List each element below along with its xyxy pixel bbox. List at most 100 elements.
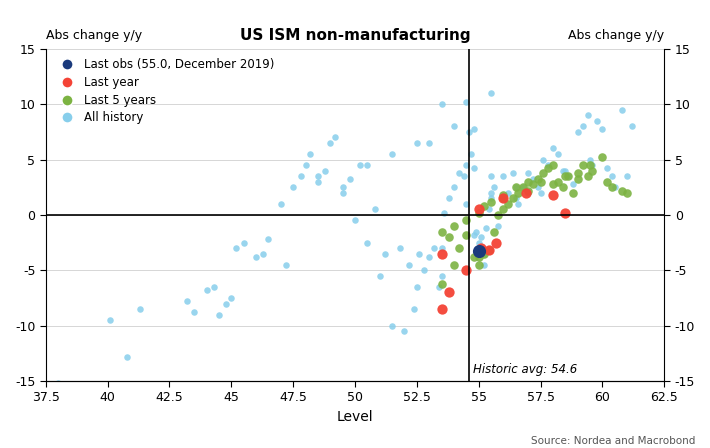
Point [104,317,116,324]
Point [414,250,425,257]
Point [471,228,482,235]
Point [181,298,192,305]
Point [547,191,559,198]
Point [448,261,459,268]
Point [424,254,435,261]
Point [419,267,430,274]
Point [528,181,539,188]
Point [374,272,386,280]
Point [498,206,509,213]
Point [478,261,489,268]
Point [535,189,546,196]
Point [532,176,544,183]
Point [510,184,521,191]
Point [557,167,569,174]
Point [448,184,459,191]
Point [577,123,589,130]
Point [581,112,593,119]
Point [461,231,472,238]
Text: Abs change y/y: Abs change y/y [45,29,142,42]
Point [537,169,549,177]
Point [231,245,242,252]
Point [498,191,509,198]
Point [483,247,494,254]
Point [280,261,291,268]
Point [621,189,633,196]
Point [436,228,447,235]
Point [486,195,497,202]
Point [443,289,454,296]
Point [305,151,316,158]
Point [337,189,349,196]
Point [493,211,504,219]
Point [424,139,435,146]
Point [486,189,497,196]
Point [379,250,391,257]
Point [491,239,502,246]
Point [433,283,444,290]
Point [572,176,584,183]
Point [498,172,509,180]
Point [208,283,219,290]
Point [134,306,146,313]
Point [324,139,336,146]
Point [453,245,464,252]
Point [409,306,420,313]
Point [591,117,603,125]
Point [478,202,489,210]
Point [586,167,598,174]
Point [510,184,521,191]
Point [201,287,212,294]
Point [498,195,509,202]
Point [523,187,534,194]
Point [458,172,469,180]
Point [481,224,492,232]
Point [399,327,410,335]
Point [559,209,571,216]
Point [621,172,633,180]
Title: US ISM non-manufacturing: US ISM non-manufacturing [240,28,470,43]
Point [559,167,571,174]
Point [483,206,494,213]
Point [344,176,356,183]
Point [411,283,422,290]
Point [463,128,474,135]
Point [537,156,549,163]
Point [513,200,524,207]
Point [596,125,608,132]
Point [572,169,584,177]
Point [349,217,361,224]
Point [547,145,559,152]
Point [532,184,544,191]
Point [369,206,381,213]
Point [476,245,487,252]
Text: Source: Nordea and Macrobond: Source: Nordea and Macrobond [531,436,696,446]
Point [510,195,521,202]
Point [394,245,405,252]
Point [436,245,447,252]
Point [616,106,628,113]
Point [523,178,534,185]
Point [448,222,459,229]
Point [226,294,237,302]
Point [508,169,519,177]
Point [258,250,269,257]
Point [466,151,477,158]
Point [436,272,447,280]
Point [213,311,224,318]
Point [386,322,398,329]
Point [584,161,596,168]
Point [361,239,373,246]
Point [312,178,324,185]
Point [542,161,554,168]
Point [601,165,613,172]
Text: Historic avg: 54.6: Historic avg: 54.6 [474,362,577,375]
Point [476,233,487,241]
Point [567,189,579,196]
Point [436,100,447,108]
Point [626,123,638,130]
Point [486,198,497,205]
Point [329,134,341,141]
Point [493,222,504,229]
Point [547,181,559,188]
